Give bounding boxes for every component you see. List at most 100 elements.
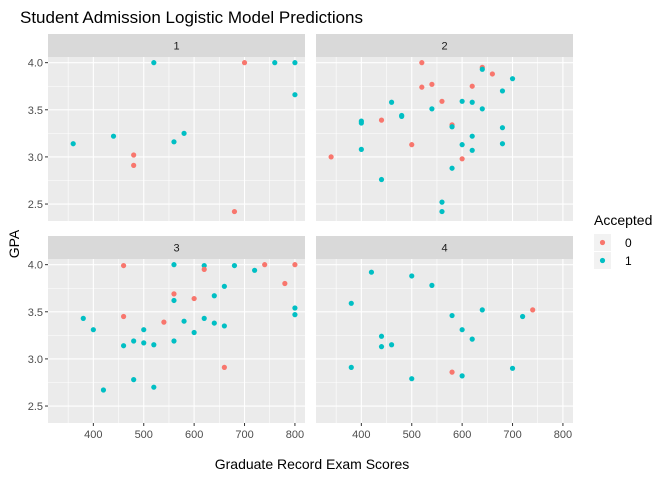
data-point-accepted-0 <box>201 266 207 272</box>
data-point-accepted-1 <box>469 99 475 105</box>
x-tick-label: 800 <box>554 429 572 441</box>
data-point-accepted-1 <box>509 76 516 82</box>
y-tick-label: 3.5 <box>28 307 43 319</box>
data-point-accepted-0 <box>409 142 415 148</box>
data-point-accepted-1 <box>141 340 147 346</box>
data-point-accepted-0 <box>469 83 475 89</box>
data-point-accepted-1 <box>449 165 455 171</box>
data-point-accepted-0 <box>282 280 288 287</box>
data-point-accepted-1 <box>221 323 227 329</box>
data-point-accepted-1 <box>201 315 207 321</box>
data-point-accepted-1 <box>439 208 445 215</box>
legend-item-1: 1 <box>594 252 632 269</box>
y-tick-label: 4.0 <box>28 58 43 70</box>
data-point-accepted-0 <box>449 369 455 375</box>
data-point-accepted-1 <box>358 120 364 126</box>
y-tick-label: 3.5 <box>28 105 43 117</box>
data-point-accepted-1 <box>100 387 107 393</box>
data-point-accepted-1 <box>469 133 475 139</box>
facet-panel-2: 2 <box>316 34 573 221</box>
data-point-accepted-1 <box>469 336 475 342</box>
data-point-accepted-1 <box>292 312 298 318</box>
data-point-accepted-1 <box>201 262 207 269</box>
y-tick-label: 3.0 <box>28 354 43 366</box>
data-point-accepted-1 <box>151 384 157 390</box>
data-point-accepted-1 <box>499 88 506 94</box>
data-point-accepted-0 <box>262 262 268 268</box>
facet-strip-label: 3 <box>173 243 179 255</box>
data-point-accepted-1 <box>131 377 137 383</box>
data-point-accepted-0 <box>231 208 238 215</box>
y-tick-label: 2.5 <box>28 199 43 211</box>
data-point-accepted-1 <box>479 307 485 313</box>
data-point-accepted-1 <box>459 327 465 333</box>
data-point-accepted-0 <box>419 60 425 66</box>
data-point-accepted-1 <box>80 315 86 321</box>
x-tick-label: 700 <box>235 429 253 441</box>
y-axis-title: GPA <box>6 229 22 258</box>
data-point-accepted-1 <box>70 141 76 147</box>
facet-strip-label: 2 <box>441 41 447 53</box>
data-point-accepted-1 <box>348 364 354 370</box>
data-point-accepted-1 <box>191 329 197 336</box>
x-tick-label: 500 <box>135 429 153 441</box>
data-point-accepted-0 <box>378 117 385 123</box>
data-point-accepted-0 <box>131 152 137 158</box>
data-point-accepted-1 <box>358 146 364 152</box>
data-point-accepted-1 <box>348 300 354 306</box>
data-point-accepted-0 <box>131 162 137 168</box>
data-point-accepted-0 <box>292 262 298 268</box>
facet-panel-1: 1 2.5 3.0 3.5 4.0 <box>28 34 305 221</box>
data-point-accepted-1 <box>429 282 435 288</box>
data-point-accepted-0 <box>221 364 227 370</box>
data-point-accepted-1 <box>90 327 96 333</box>
x-tick-label: 600 <box>185 429 203 441</box>
data-point-accepted-1 <box>409 273 415 279</box>
x-tick-label: 700 <box>503 429 521 441</box>
panel-background <box>316 57 573 221</box>
data-point-accepted-1 <box>292 305 298 311</box>
data-point-accepted-1 <box>469 147 475 153</box>
data-point-accepted-0 <box>161 319 167 325</box>
legend-title: Accepted <box>594 212 652 228</box>
y-tick-label: 3.0 <box>28 152 43 164</box>
data-point-accepted-1 <box>272 60 278 66</box>
data-point-accepted-0 <box>120 262 127 269</box>
facet-panel-3: 3 2.5 3.0 3.5 4.0 400 500 600 700 800 <box>28 236 305 441</box>
data-point-accepted-1 <box>131 338 137 344</box>
data-point-accepted-1 <box>231 262 238 269</box>
data-point-accepted-1 <box>211 293 217 299</box>
data-point-accepted-1 <box>449 312 455 319</box>
data-point-accepted-0 <box>530 307 536 313</box>
data-point-accepted-1 <box>509 365 516 371</box>
data-point-accepted-1 <box>171 262 177 268</box>
data-point-accepted-1 <box>479 106 485 112</box>
data-point-accepted-1 <box>181 130 187 136</box>
facet-strip <box>316 236 573 259</box>
data-point-accepted-0 <box>241 60 248 66</box>
data-point-accepted-1 <box>171 139 177 145</box>
data-point-accepted-1 <box>378 344 385 350</box>
x-tick-label: 800 <box>286 429 304 441</box>
data-point-accepted-0 <box>429 81 435 87</box>
data-point-accepted-1 <box>388 99 395 105</box>
legend-label: 0 <box>625 236 632 250</box>
data-point-accepted-1 <box>368 269 375 275</box>
data-point-accepted-1 <box>151 342 157 348</box>
data-point-accepted-0 <box>439 98 445 104</box>
data-point-accepted-1 <box>378 333 385 339</box>
data-point-accepted-1 <box>399 113 405 119</box>
facet-panel-4: 4 400 500 600 700 800 <box>316 236 573 441</box>
facet-panels: 1 2.5 3.0 3.5 4.0 2 3 2.5 3.0 3.5 4.0 400 500 600 700 8… <box>28 34 573 441</box>
data-point-accepted-1 <box>171 338 177 344</box>
data-point-accepted-1 <box>449 124 455 130</box>
data-point-accepted-1 <box>479 66 485 72</box>
data-point-accepted-0 <box>191 295 197 302</box>
data-point-accepted-1 <box>181 318 187 324</box>
data-point-accepted-1 <box>520 313 526 320</box>
y-tick-label: 4.0 <box>28 260 43 272</box>
x-axis-title: Graduate Record Exam Scores <box>215 456 410 472</box>
facet-strip <box>48 236 305 259</box>
data-point-accepted-0 <box>171 291 177 297</box>
